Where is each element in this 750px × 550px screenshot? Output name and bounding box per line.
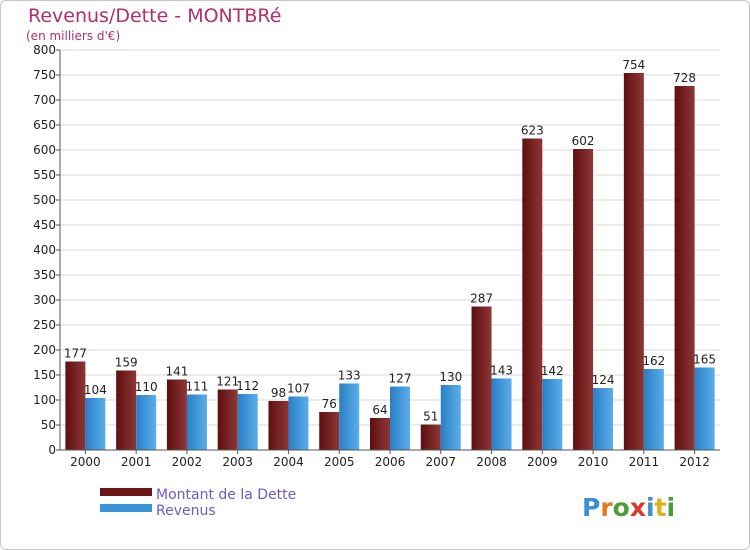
y-tick-label: 450: [33, 218, 56, 232]
x-tick-label: 2002: [172, 455, 203, 469]
bar-debt: [522, 138, 543, 450]
bar-revenus: [542, 379, 563, 450]
legend-label-debt: Montant de la Dette: [156, 487, 296, 503]
data-label-debt: 141: [165, 365, 188, 379]
data-label-debt: 51: [423, 410, 438, 424]
bar-revenus: [440, 385, 461, 450]
y-tick-label: 700: [33, 93, 56, 107]
legend-label-revenus: Revenus: [156, 503, 216, 519]
y-tick-label: 150: [33, 368, 56, 382]
data-label-revenus: 143: [490, 364, 513, 378]
x-tick-label: 2003: [222, 455, 253, 469]
y-tick-label: 350: [33, 268, 56, 282]
y-tick-label: 0: [48, 443, 56, 457]
y-tick-label: 500: [33, 193, 56, 207]
bar-revenus: [491, 378, 512, 450]
x-tick-label: 2005: [324, 455, 355, 469]
data-label-revenus: 165: [693, 353, 716, 367]
bar-revenus: [643, 369, 664, 450]
x-tick-label: 2009: [527, 455, 558, 469]
bar-revenus: [339, 383, 360, 450]
data-label-debt: 754: [622, 58, 645, 72]
data-label-debt: 121: [216, 375, 239, 389]
x-tick-label: 2007: [425, 455, 456, 469]
data-label-revenus: 142: [541, 364, 564, 378]
bar-debt: [573, 149, 594, 450]
bar-revenus: [85, 398, 106, 450]
data-label-revenus: 104: [84, 383, 107, 397]
chart-subtitle: (en milliers d'€): [26, 29, 120, 43]
y-tick-label: 800: [33, 43, 56, 57]
y-tick-label: 750: [33, 68, 56, 82]
bar-debt: [674, 86, 695, 450]
bar-revenus: [237, 394, 258, 450]
bar-debt: [217, 389, 238, 450]
y-tick-label: 650: [33, 118, 56, 132]
data-label-debt: 602: [572, 134, 595, 148]
x-tick-label: 2010: [578, 455, 609, 469]
data-label-debt: 728: [673, 71, 696, 85]
data-label-revenus: 127: [389, 372, 412, 386]
y-tick-label: 300: [33, 293, 56, 307]
data-label-debt: 64: [372, 403, 387, 417]
data-label-revenus: 112: [236, 379, 259, 393]
bar-debt: [420, 424, 441, 450]
data-label-debt: 287: [470, 292, 493, 306]
data-label-debt: 76: [322, 397, 337, 411]
x-tick-label: 2000: [70, 455, 101, 469]
bar-debt: [116, 370, 137, 450]
y-tick-label: 100: [33, 393, 56, 407]
data-label-revenus: 133: [338, 369, 361, 383]
bar-debt: [471, 306, 492, 450]
axes: [59, 50, 720, 451]
y-axis-ticks: 0 50 100 150 200 250 300 350 400 450 500 550 600 650 7…: [33, 43, 60, 457]
svg-text:Proxiti: Proxiti: [582, 493, 675, 522]
bar-debt: [166, 379, 187, 450]
x-tick-label: 2012: [679, 455, 710, 469]
bar-revenus: [136, 395, 157, 450]
chart-title: Revenus/Dette - MONTBRé: [28, 5, 281, 27]
x-axis-ticks: 2000 2001 2002 2003 2004 2005 2006 2007 2008 2009…: [70, 450, 710, 469]
proxiti-logo: Proxiti: [582, 493, 675, 522]
bar-revenus: [694, 367, 715, 450]
y-tick-label: 400: [33, 243, 56, 257]
data-label-revenus: 124: [592, 373, 615, 387]
bar-revenus: [593, 388, 614, 450]
y-tick-label: 50: [41, 418, 56, 432]
x-tick-label: 2006: [375, 455, 406, 469]
bar-revenus: [288, 396, 309, 450]
y-tick-label: 550: [33, 168, 56, 182]
bar-revenus: [390, 386, 410, 450]
data-label-revenus: 107: [287, 382, 310, 396]
bar-debt: [65, 361, 86, 450]
bar-revenus: [186, 394, 207, 450]
legend-swatch-revenus: [100, 504, 152, 512]
data-label-revenus: 110: [135, 380, 158, 394]
data-label-revenus: 111: [185, 380, 208, 394]
x-tick-label: 2008: [476, 455, 507, 469]
bar-debt: [319, 412, 340, 450]
y-tick-label: 600: [33, 143, 56, 157]
legend: Montant de la Dette Revenus: [100, 487, 296, 519]
data-label-debt: 177: [64, 347, 87, 361]
data-label-revenus: 162: [642, 354, 665, 368]
data-label-debt: 98: [271, 386, 286, 400]
data-label-debt: 623: [521, 124, 544, 138]
data-label-revenus: 130: [439, 370, 462, 384]
y-tick-label: 250: [33, 318, 56, 332]
data-label-debt: 159: [115, 356, 138, 370]
bar-debt: [268, 401, 289, 450]
legend-swatch-debt: [100, 488, 152, 496]
x-tick-label: 2001: [121, 455, 152, 469]
bar-debt: [370, 418, 390, 450]
x-tick-label: 2011: [629, 455, 660, 469]
x-tick-label: 2004: [273, 455, 304, 469]
y-tick-label: 200: [33, 343, 56, 357]
bar-debt: [623, 73, 644, 450]
